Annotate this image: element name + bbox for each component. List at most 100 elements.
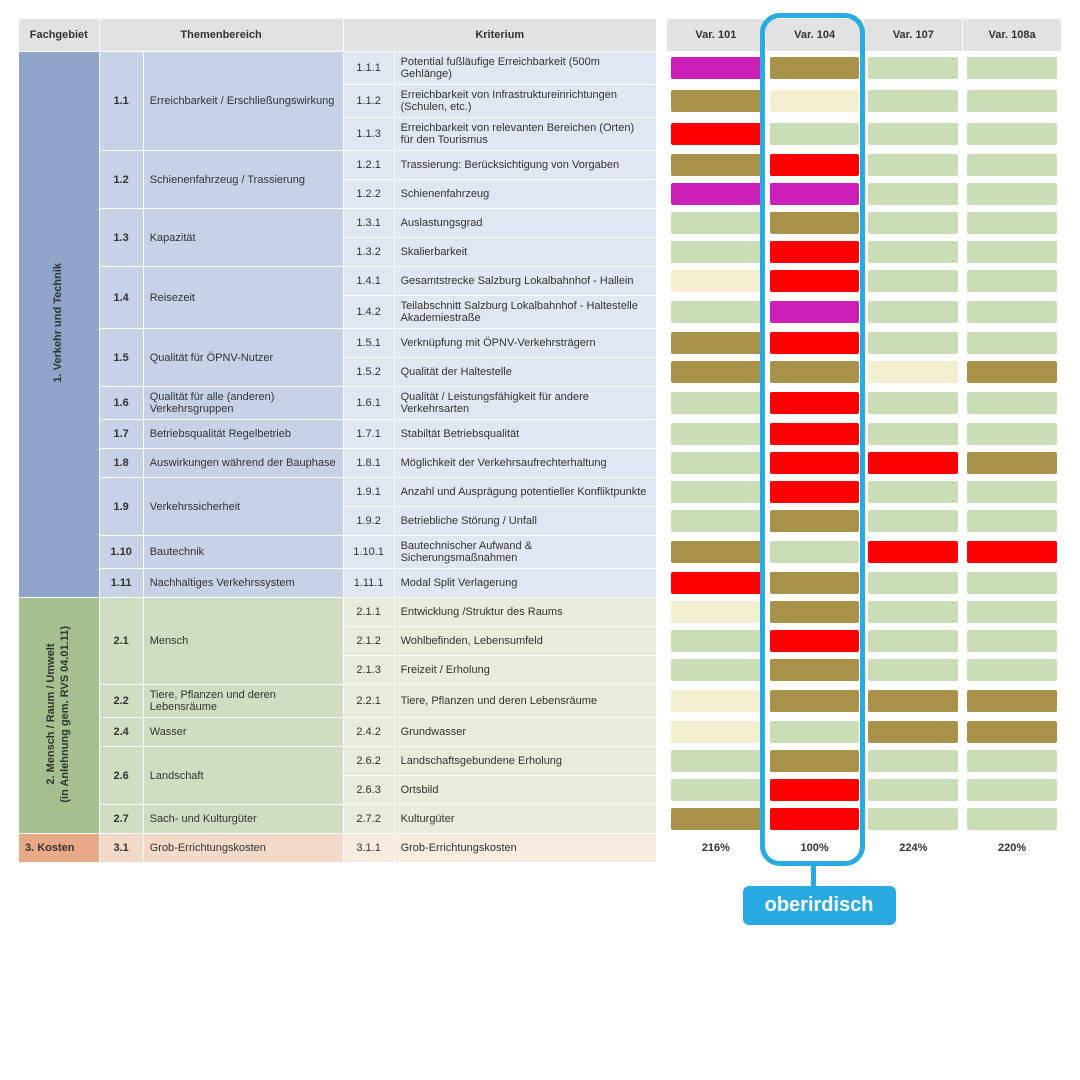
theme-text: Tiere, Pflanzen und deren Lebensräume [144, 685, 343, 717]
value-cell [667, 569, 765, 597]
value-cell [766, 420, 864, 448]
value-cell [963, 747, 1061, 775]
value-cell [667, 52, 765, 84]
value-cell [963, 52, 1061, 84]
value-cell [864, 180, 962, 208]
value-cell [667, 267, 765, 295]
criterion-row: 2. Mensch / Raum / Umwelt (in Anlehnung … [19, 598, 1061, 626]
theme-number: 1.4 [100, 267, 143, 328]
criterion-text: Verknüpfung mit ÖPNV-Verkehrsträgern [395, 329, 656, 357]
value-cell [766, 209, 864, 237]
value-cell [963, 449, 1061, 477]
fachgebiet-cell: 2. Mensch / Raum / Umwelt (in Anlehnung … [19, 598, 99, 833]
criterion-number: 2.1.2 [344, 627, 394, 655]
value-cell [864, 420, 962, 448]
criterion-text: Freizeit / Erholung [395, 656, 656, 684]
value-cell [667, 209, 765, 237]
row-spacer [657, 478, 666, 506]
value-cell [963, 656, 1061, 684]
row-spacer [657, 180, 666, 208]
value-cell: 224% [864, 834, 962, 862]
header-var-107: Var. 107 [864, 19, 962, 51]
criterion-number: 1.5.2 [344, 358, 394, 386]
value-cell [864, 267, 962, 295]
theme-number: 1.11 [100, 569, 143, 597]
criterion-text: Skalierbarkeit [395, 238, 656, 266]
criterion-row: 1.11Nachhaltiges Verkehrssystem1.11.1Mod… [19, 569, 1061, 597]
callout-label: oberirdisch [743, 886, 896, 925]
theme-number: 1.6 [100, 387, 143, 419]
theme-text: Auswirkungen während der Bauphase [144, 449, 343, 477]
criterion-text: Erreichbarkeit von Infrastruktureinricht… [395, 85, 656, 117]
value-cell [864, 85, 962, 117]
theme-text: Betriebsqualität Regelbetrieb [144, 420, 343, 448]
value-cell [667, 238, 765, 266]
criterion-number: 1.1.1 [344, 52, 394, 84]
criterion-text: Möglichkeit der Verkehrsaufrechterhaltun… [395, 449, 656, 477]
criterion-number: 1.1.3 [344, 118, 394, 150]
theme-number: 1.3 [100, 209, 143, 266]
criterion-number: 1.3.1 [344, 209, 394, 237]
row-spacer [657, 718, 666, 746]
theme-text: Nachhaltiges Verkehrssystem [144, 569, 343, 597]
criterion-row: 1.8Auswirkungen während der Bauphase1.8.… [19, 449, 1061, 477]
header-themenbereich: Themenbereich [100, 19, 343, 51]
criterion-text: Grundwasser [395, 718, 656, 746]
header-kriterium: Kriterium [344, 19, 656, 51]
value-cell [667, 478, 765, 506]
criterion-number: 1.9.2 [344, 507, 394, 535]
criterion-text: Modal Split Verlagerung [395, 569, 656, 597]
criterion-row: 2.2Tiere, Pflanzen und deren Lebensräume… [19, 685, 1061, 717]
theme-text: Schienenfahrzeug / Trassierung [144, 151, 343, 208]
theme-number: 1.2 [100, 151, 143, 208]
criterion-number: 3.1.1 [344, 834, 394, 862]
theme-number: 1.1 [100, 52, 143, 150]
row-spacer [657, 449, 666, 477]
criterion-row: 1.5Qualität für ÖPNV-Nutzer1.5.1Verknüpf… [19, 329, 1061, 357]
value-cell [864, 656, 962, 684]
value-cell [864, 358, 962, 386]
value-cell [963, 420, 1061, 448]
value-cell [766, 296, 864, 328]
value-cell [864, 598, 962, 626]
criterion-number: 1.3.2 [344, 238, 394, 266]
value-cell [963, 180, 1061, 208]
value-cell [864, 569, 962, 597]
criterion-row: 3. Kosten3.1Grob-Errichtungskosten3.1.1G… [19, 834, 1061, 862]
value-cell [667, 358, 765, 386]
value-cell [766, 805, 864, 833]
row-spacer [657, 627, 666, 655]
theme-number: 1.7 [100, 420, 143, 448]
criterion-number: 2.1.1 [344, 598, 394, 626]
theme-number: 1.9 [100, 478, 143, 535]
row-spacer [657, 85, 666, 117]
value-cell [864, 329, 962, 357]
value-cell [963, 238, 1061, 266]
theme-text: Kapazität [144, 209, 343, 266]
value-cell [864, 151, 962, 179]
value-cell [864, 805, 962, 833]
header-var-108a: Var. 108a [963, 19, 1061, 51]
criterion-text: Gesamtstrecke Salzburg Lokalbahnhof - Ha… [395, 267, 656, 295]
value-cell [963, 267, 1061, 295]
criterion-row: 1.4Reisezeit1.4.1Gesamtstrecke Salzburg … [19, 267, 1061, 295]
value-cell [864, 118, 962, 150]
criterion-text: Qualität der Haltestelle [395, 358, 656, 386]
criterion-row: 1. Verkehr und Technik1.1Erreichbarkeit … [19, 52, 1061, 84]
criterion-number: 1.8.1 [344, 449, 394, 477]
row-spacer [657, 834, 666, 862]
value-cell [667, 536, 765, 568]
criterion-number: 1.11.1 [344, 569, 394, 597]
value-cell [667, 627, 765, 655]
theme-text: Bautechnik [144, 536, 343, 568]
criterion-row: 2.7Sach- und Kulturgüter2.7.2Kulturgüter [19, 805, 1061, 833]
row-spacer [657, 776, 666, 804]
value-cell [667, 118, 765, 150]
criterion-row: 1.7Betriebsqualität Regelbetrieb1.7.1Sta… [19, 420, 1061, 448]
header-spacer [657, 19, 666, 51]
value-cell [864, 296, 962, 328]
value-cell [963, 507, 1061, 535]
criterion-number: 2.7.2 [344, 805, 394, 833]
criterion-number: 1.4.2 [344, 296, 394, 328]
value-cell [766, 387, 864, 419]
